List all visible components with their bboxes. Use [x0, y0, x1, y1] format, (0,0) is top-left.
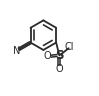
Text: O: O [44, 51, 51, 61]
Text: N: N [13, 46, 20, 55]
Text: S: S [55, 49, 64, 62]
Text: O: O [56, 64, 63, 74]
Text: Cl: Cl [65, 42, 74, 52]
